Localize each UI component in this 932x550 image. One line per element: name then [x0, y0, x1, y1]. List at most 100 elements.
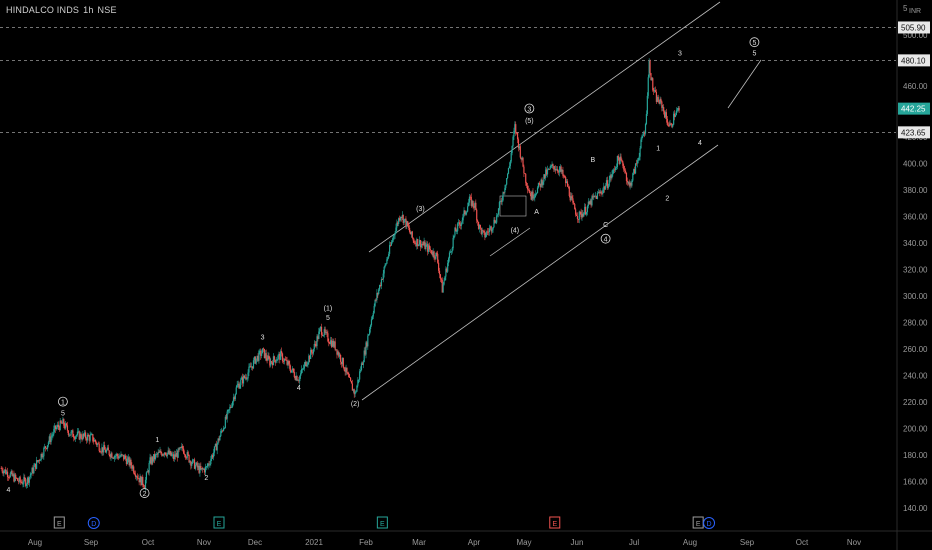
wave-label[interactable]: 5 — [61, 410, 65, 417]
candle-body — [644, 133, 646, 134]
candle-body — [484, 232, 486, 238]
candle-body — [383, 266, 385, 274]
candle-body — [586, 206, 589, 213]
candle-body — [48, 436, 50, 443]
price-line-tag — [898, 126, 930, 139]
candle-body — [442, 284, 444, 293]
wave-label[interactable]: 4 — [698, 140, 702, 147]
candle-body — [536, 193, 538, 194]
wave-label[interactable]: 1 — [61, 400, 65, 407]
chart-title: HINDALCO INDS 1h NSE — [6, 5, 121, 15]
candle-body — [261, 353, 263, 356]
x-tick-label: Apr — [468, 538, 481, 547]
y-tick-label: 300.00 — [903, 292, 928, 301]
candle-body — [645, 114, 648, 125]
candle-body — [21, 481, 23, 484]
y-tick-label: 460.00 — [903, 82, 928, 91]
candle-body — [204, 466, 206, 473]
dividend-marker[interactable] — [703, 517, 716, 529]
x-tick-label: Dec — [248, 538, 262, 547]
last-price-label: 442.25 — [901, 105, 926, 114]
wave-label[interactable]: 1 — [155, 437, 159, 444]
candle-body — [332, 340, 334, 347]
candle-body — [252, 360, 255, 369]
wave-label[interactable]: (3) — [416, 206, 425, 213]
projection-line[interactable] — [727, 59, 762, 109]
wave-label[interactable]: 5 — [752, 50, 756, 57]
candle-body — [408, 227, 411, 232]
price-line-label: 423.65 — [901, 128, 926, 137]
candle-body — [174, 454, 177, 457]
candle-body — [667, 124, 669, 126]
candle-body — [126, 458, 128, 465]
earnings-marker[interactable] — [213, 516, 225, 529]
earnings-marker[interactable] — [53, 516, 65, 529]
wave-label[interactable]: A — [534, 209, 539, 216]
candle-body — [66, 425, 69, 431]
candle-body — [413, 240, 415, 243]
candle-body — [597, 192, 599, 193]
candle-body — [524, 173, 526, 175]
candle-body — [639, 148, 641, 157]
wave-label[interactable]: C — [603, 222, 608, 229]
candle-body — [550, 166, 552, 167]
candle-body — [578, 211, 580, 220]
candle-body — [84, 432, 87, 439]
channel-upper-line[interactable] — [368, 1, 721, 253]
wave-label[interactable]: 4 — [604, 237, 608, 244]
wave-label[interactable]: 2 — [665, 196, 669, 203]
candle-body — [585, 212, 588, 215]
candle-body — [557, 171, 560, 173]
x-tick-label: Jun — [571, 538, 584, 547]
candle-body — [662, 107, 664, 108]
wave-label[interactable]: 5 — [326, 315, 330, 322]
wave4-box[interactable] — [499, 195, 527, 217]
candle-body — [250, 366, 252, 368]
candle-body — [128, 457, 130, 466]
candle-body — [467, 202, 470, 207]
wave-label[interactable]: 3 — [678, 50, 682, 57]
candle-body — [514, 124, 516, 131]
wave-label[interactable]: 4 — [297, 385, 301, 392]
price-line-label: 480.10 — [901, 56, 926, 65]
x-tick-label: Oct — [796, 538, 809, 547]
wave4-channel-line[interactable] — [489, 227, 531, 257]
dividend-marker[interactable] — [87, 517, 100, 529]
candle-body — [596, 192, 599, 199]
wave-label[interactable]: 2 — [204, 475, 208, 482]
wave-label[interactable]: 5 — [752, 40, 756, 47]
candle-body — [130, 459, 132, 466]
wave-label[interactable]: (4) — [511, 227, 520, 234]
candle-body — [295, 375, 297, 380]
wave-label[interactable]: B — [591, 157, 596, 164]
candle-body — [236, 384, 238, 388]
candle-body — [441, 279, 443, 293]
wave-label[interactable]: (2) — [351, 401, 360, 408]
candle-body — [101, 447, 103, 453]
candle-body — [605, 180, 608, 186]
candle-body — [551, 164, 553, 167]
event-marker-label: E — [217, 521, 222, 528]
candle-body — [374, 299, 376, 306]
wave-label[interactable]: 3 — [527, 107, 531, 114]
earnings-marker[interactable] — [549, 516, 561, 529]
x-tick-label: Sep — [740, 538, 755, 547]
earnings-marker[interactable] — [376, 516, 388, 529]
candle-body — [673, 113, 675, 125]
candle-body — [227, 409, 229, 412]
candle-body — [257, 355, 259, 361]
wave-label[interactable]: 3 — [261, 335, 265, 342]
candle-body — [391, 240, 393, 243]
x-tick-label: Aug — [28, 538, 42, 547]
wave-label[interactable]: (5) — [525, 118, 534, 125]
wave-label[interactable]: 1 — [656, 145, 660, 152]
wave-label[interactable]: (1) — [324, 306, 333, 313]
wave-label[interactable]: 4 — [7, 487, 11, 494]
wave-label[interactable]: 2 — [143, 491, 147, 498]
channel-lower-line[interactable] — [361, 144, 719, 401]
candle-body — [435, 252, 437, 259]
candle-body — [339, 355, 341, 357]
candle-body — [26, 484, 28, 486]
candle-body — [308, 355, 310, 363]
